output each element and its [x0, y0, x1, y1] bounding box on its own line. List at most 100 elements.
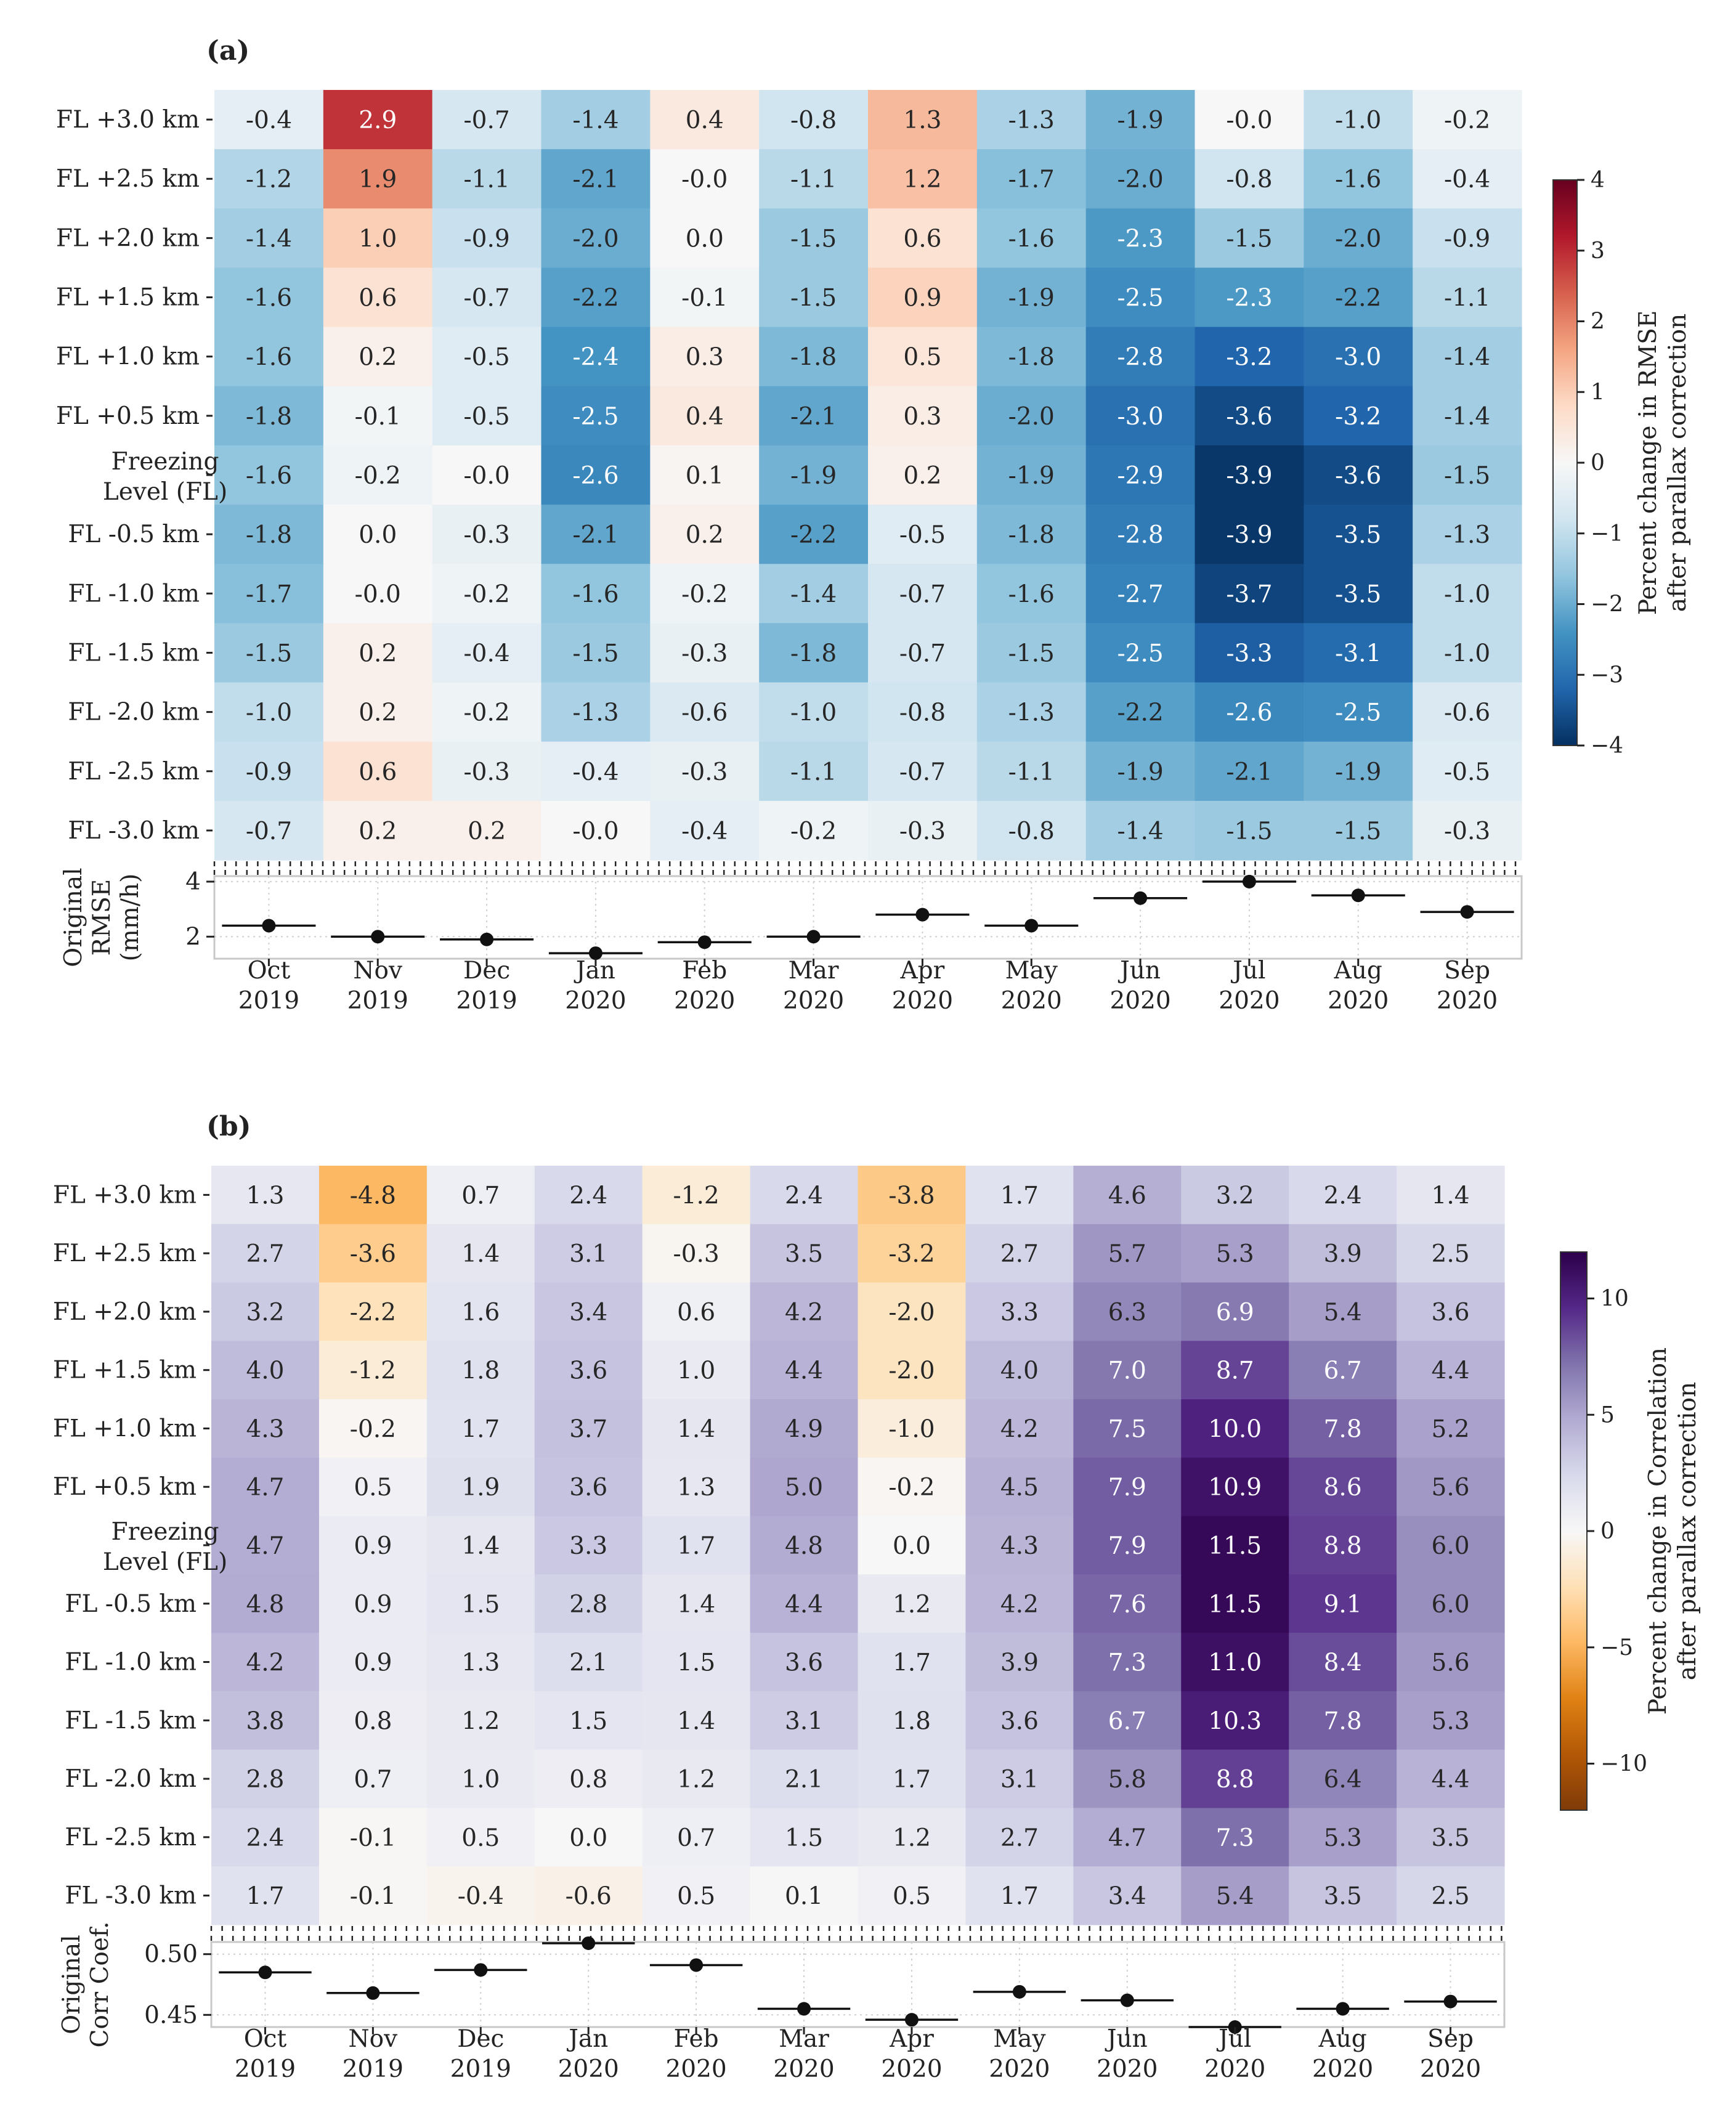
heatmap-cell	[1304, 386, 1413, 446]
heatmap-cell	[534, 1399, 643, 1458]
heatmap-cell	[1085, 208, 1196, 269]
subplot-ylabel-line: Original	[60, 867, 87, 967]
cell-value: 6.0	[1432, 1591, 1470, 1619]
y-tick-label: 4	[185, 868, 201, 896]
original-metric-subplot: 4 2 OriginalRMSE(mm/h)	[60, 867, 1523, 967]
subplot-frame	[210, 1941, 1506, 2028]
heatmap-cell	[323, 564, 433, 624]
row-label: FL -1.5 km	[68, 639, 200, 667]
heatmap-cell	[534, 1691, 643, 1750]
cell-value: -1.0	[888, 1415, 935, 1443]
cell-value: -1.8	[790, 640, 837, 667]
cell-value: 11.0	[1208, 1649, 1262, 1677]
cell-value: 0.4	[686, 403, 724, 431]
cell-value: 0.3	[686, 344, 724, 372]
heatmap-cell	[1195, 445, 1304, 505]
heatmap-cell	[1195, 386, 1304, 446]
cell-value: 1.4	[677, 1415, 715, 1443]
cell-value: 0.7	[354, 1766, 392, 1794]
cell-value: 7.3	[1108, 1649, 1146, 1677]
cell-value: 7.9	[1108, 1532, 1146, 1560]
cell-value: 2.7	[1000, 1240, 1039, 1268]
subplot-point	[1460, 905, 1474, 919]
heatmap-cell	[1304, 149, 1413, 209]
heatmap-cell	[1397, 1341, 1505, 1400]
heatmap-cell	[1073, 1516, 1182, 1575]
cell-value: -2.5	[572, 403, 619, 431]
x-tick-label: Mar 2020	[773, 2025, 834, 2083]
cell-value: 10.3	[1208, 1707, 1262, 1735]
x-tick-label: Oct 2019	[235, 2025, 296, 2083]
x-tick-label-month: Sep	[1427, 2025, 1474, 2053]
heatmap-cell	[1073, 1282, 1182, 1341]
cell-value: 2.5	[1432, 1240, 1470, 1268]
cell-value: -0.1	[350, 1824, 396, 1852]
cell-value: -0.2	[350, 1415, 396, 1443]
heatmap-cell	[759, 741, 869, 802]
colorbar-tick-label: 0	[1591, 450, 1605, 476]
row-label-line: Level (FL)	[103, 1548, 227, 1576]
cell-value: 2.1	[785, 1766, 823, 1794]
heatmap-cell	[1289, 1633, 1397, 1692]
colorbar-tick-label: 0	[1600, 1519, 1615, 1544]
heatmap-cell	[1085, 149, 1196, 209]
cell-value: -0.2	[888, 1474, 935, 1501]
cell-value: -2.1	[790, 403, 837, 431]
cell-value: 4.5	[1000, 1474, 1039, 1501]
cell-value: 4.8	[246, 1591, 284, 1619]
cell-value: 1.2	[461, 1707, 500, 1735]
heatmap-cell	[214, 386, 324, 446]
heatmap-cell	[541, 208, 651, 269]
cell-value: -2.5	[1117, 640, 1163, 667]
heatmap-cell	[1413, 564, 1522, 624]
cell-value: 3.1	[569, 1240, 607, 1268]
cell-value: -3.0	[1335, 344, 1381, 372]
heatmap-cell	[650, 327, 760, 387]
cell-value: 1.4	[1432, 1182, 1470, 1209]
heatmap-cell	[323, 800, 433, 861]
cell-value: -1.1	[790, 166, 837, 193]
cell-value: -0.8	[1226, 166, 1272, 193]
heatmap-cell	[1413, 267, 1522, 328]
cell-value: -1.5	[1335, 818, 1381, 845]
cell-value: -3.9	[1226, 521, 1272, 549]
heatmap-cell	[1181, 1282, 1289, 1341]
heatmap-cell	[323, 741, 433, 802]
heatmap-cell	[1085, 445, 1196, 505]
cell-value: 1.7	[1000, 1883, 1039, 1911]
cell-value: 3.9	[1000, 1649, 1039, 1677]
heatmap-cell	[1073, 1691, 1182, 1750]
cell-value: 1.4	[461, 1532, 500, 1560]
cell-value: 4.4	[1432, 1357, 1470, 1385]
heatmap-cell	[1289, 1224, 1397, 1283]
x-tick-label-year: 2020	[665, 2055, 726, 2083]
subplot-point	[1024, 919, 1039, 933]
cell-value: -2.6	[1226, 699, 1272, 727]
heatmap-cell	[541, 386, 651, 446]
heatmap-cell	[750, 1749, 859, 1809]
heatmap-cell	[750, 1166, 859, 1225]
cell-value: -2.2	[572, 285, 619, 312]
row-label: FL -1.0 km	[65, 1649, 197, 1676]
heatmap-cell	[1195, 267, 1304, 328]
cell-value: 8.8	[1216, 1766, 1254, 1794]
cell-value: 0.4	[686, 107, 724, 134]
heatmap-cell	[1413, 741, 1522, 802]
heatmap-cell	[858, 1633, 967, 1692]
heatmap-cell	[214, 149, 324, 209]
x-tick-label: Jan 2020	[565, 957, 626, 1015]
heatmap-cell	[650, 267, 760, 328]
heatmap-cell	[750, 1574, 859, 1633]
cell-value: 3.1	[785, 1707, 823, 1735]
cell-value: -1.6	[246, 344, 292, 372]
cell-value: -0.6	[1444, 699, 1490, 727]
heatmap-cell	[323, 623, 433, 683]
heatmap: 1.3 -4.8 0.7 2.4 -1.2 2.4 -3.8 1.7 4.6 3.2 2.4 1.4 2…	[211, 1166, 1505, 1925]
heatmap-cell	[211, 1749, 320, 1809]
colorbar-tick-label: 2	[1591, 309, 1605, 335]
cell-value: 4.9	[785, 1415, 823, 1443]
heatmap-cell	[1181, 1633, 1289, 1692]
row-label-line: Freezing	[112, 448, 219, 476]
subplot-point	[797, 2002, 811, 2016]
cell-value: -0.8	[790, 107, 837, 134]
